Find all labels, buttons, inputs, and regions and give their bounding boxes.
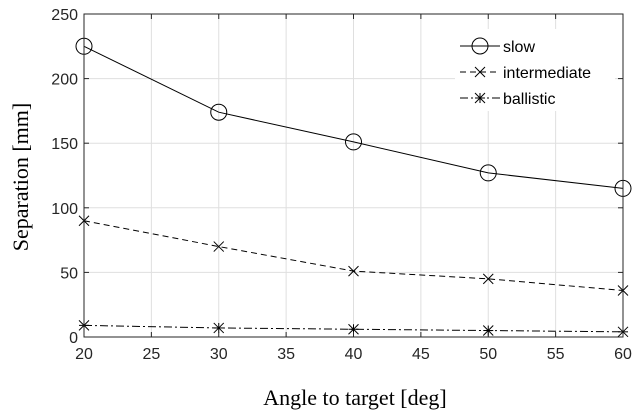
data-point-ballistic	[482, 325, 494, 336]
y-tick-label: 100	[51, 201, 78, 218]
data-point-intermediate	[482, 273, 494, 285]
x-tick-label: 25	[142, 346, 160, 363]
series-slow	[75, 37, 632, 197]
series-intermediate	[78, 215, 629, 296]
y-tick-label: 50	[60, 265, 78, 282]
y-tick-label: 200	[51, 72, 78, 89]
y-tick-label: 150	[51, 136, 78, 153]
y-axis-label: Separation [mm]	[8, 103, 33, 251]
data-point-slow	[210, 103, 228, 121]
x-tick-label: 60	[614, 346, 632, 363]
data-point-slow	[479, 164, 497, 182]
data-point-intermediate	[348, 265, 359, 277]
series-line-slow	[83, 45, 624, 189]
data-point-slow	[345, 133, 362, 151]
legend: slow intermediate ballistic	[455, 29, 615, 111]
legend-marker	[471, 37, 489, 55]
legend-label: intermediate	[503, 65, 591, 82]
x-tick-label: 45	[412, 346, 430, 363]
legend-item-slow: slow	[460, 37, 535, 56]
x-tick-label: 35	[277, 346, 295, 363]
y-tick-labels: 0 50 100 150 200 250	[51, 7, 78, 347]
x-tick-label: 50	[479, 346, 497, 363]
legend-label: ballistic	[503, 91, 555, 108]
series-line-ballistic	[83, 324, 624, 333]
x-tick-label: 20	[75, 346, 93, 363]
data-point-intermediate	[213, 241, 225, 252]
legend-item-ballistic: ballistic	[460, 91, 555, 108]
axes	[83, 13, 624, 338]
x-tick-labels: 20 25 30 35 40 45 50 55 60	[75, 346, 632, 363]
plot-frame	[83, 13, 624, 338]
y-tick-label: 250	[51, 7, 78, 24]
data-point-ballistic	[213, 322, 225, 334]
x-tick-label: 30	[210, 346, 228, 363]
legend-label: slow	[503, 39, 535, 56]
legend-marker	[474, 66, 486, 78]
x-tick-label: 55	[547, 346, 565, 363]
y-tick-label: 0	[69, 330, 78, 347]
x-axis-label: Angle to target [deg]	[263, 385, 446, 410]
legend-item-intermediate: intermediate	[460, 65, 591, 82]
x-tick-label: 40	[345, 346, 363, 363]
legend-marker	[474, 92, 486, 104]
